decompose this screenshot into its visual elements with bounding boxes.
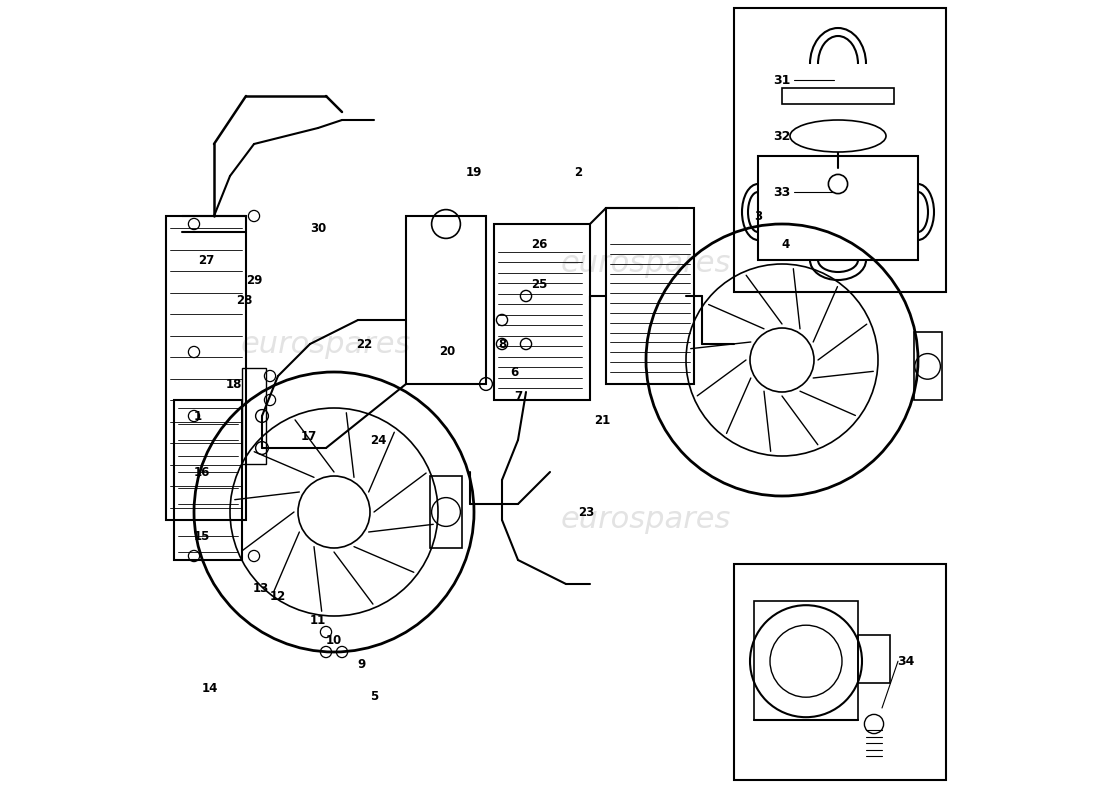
Text: 21: 21 — [594, 414, 610, 426]
Text: 26: 26 — [531, 238, 548, 250]
Bar — [754, 601, 858, 719]
Bar — [782, 88, 894, 104]
Bar — [734, 564, 946, 780]
Bar — [174, 400, 242, 560]
Text: 34: 34 — [898, 654, 915, 668]
Text: 27: 27 — [198, 254, 214, 266]
Text: 6: 6 — [510, 366, 518, 378]
Text: 29: 29 — [245, 274, 262, 286]
Text: 30: 30 — [310, 222, 326, 234]
Text: 22: 22 — [356, 338, 373, 350]
Bar — [406, 216, 486, 384]
Text: 12: 12 — [270, 590, 286, 602]
Text: 15: 15 — [194, 530, 210, 542]
Text: 1: 1 — [194, 410, 202, 422]
Text: 10: 10 — [326, 634, 342, 646]
Text: 8: 8 — [498, 338, 506, 350]
Text: 24: 24 — [370, 434, 386, 446]
Text: 20: 20 — [440, 346, 455, 358]
Bar — [430, 476, 462, 548]
Text: 25: 25 — [531, 278, 548, 290]
Text: 14: 14 — [201, 682, 218, 694]
Text: 7: 7 — [514, 390, 522, 402]
Ellipse shape — [790, 120, 886, 152]
Text: 31: 31 — [773, 74, 791, 86]
Bar — [858, 635, 890, 682]
Bar — [914, 332, 942, 400]
Text: eurospares: eurospares — [241, 330, 411, 358]
Text: 19: 19 — [465, 166, 482, 178]
Text: 17: 17 — [300, 430, 317, 442]
Bar — [734, 8, 946, 292]
Bar — [606, 208, 694, 384]
Text: 18: 18 — [226, 378, 242, 390]
Bar — [242, 368, 266, 464]
Text: 5: 5 — [370, 690, 378, 702]
Text: 16: 16 — [194, 466, 210, 478]
Bar — [758, 156, 918, 260]
Bar — [166, 216, 246, 520]
Text: 28: 28 — [236, 294, 253, 306]
Text: 3: 3 — [754, 210, 762, 222]
Text: 23: 23 — [578, 506, 594, 518]
Text: eurospares: eurospares — [561, 250, 732, 278]
Text: 4: 4 — [782, 238, 790, 250]
Bar — [494, 224, 590, 400]
Text: 33: 33 — [773, 186, 791, 198]
Text: 13: 13 — [252, 582, 268, 594]
Text: 9: 9 — [358, 658, 366, 670]
Text: 2: 2 — [574, 166, 582, 178]
Text: 11: 11 — [310, 614, 326, 626]
Text: eurospares: eurospares — [561, 506, 732, 534]
Text: 32: 32 — [773, 130, 791, 142]
